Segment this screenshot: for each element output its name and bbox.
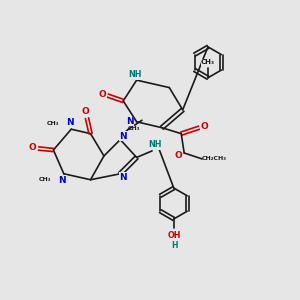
Text: CH₃: CH₃ <box>128 126 140 131</box>
Text: N: N <box>66 118 74 127</box>
Text: NH: NH <box>128 70 142 79</box>
Text: H: H <box>171 241 178 250</box>
Text: O: O <box>29 142 37 152</box>
Text: OH: OH <box>168 231 181 240</box>
Text: O: O <box>175 151 183 160</box>
Text: CH₂CH₃: CH₂CH₃ <box>202 156 227 161</box>
Text: O: O <box>200 122 208 131</box>
Text: N: N <box>119 131 127 140</box>
Text: O: O <box>99 90 106 99</box>
Text: O: O <box>82 107 89 116</box>
Text: CH₃: CH₃ <box>46 121 59 126</box>
Text: N: N <box>58 176 66 185</box>
Text: N: N <box>126 117 134 126</box>
Text: NH: NH <box>148 140 162 149</box>
Text: N: N <box>119 173 127 182</box>
Text: CH₃: CH₃ <box>39 177 52 182</box>
Text: CH₃: CH₃ <box>201 59 215 65</box>
